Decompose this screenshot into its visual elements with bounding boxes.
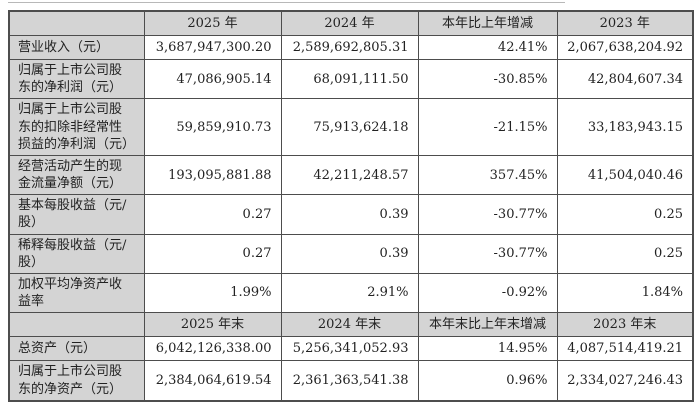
key-financials-table: 2025 年 2024 年 本年比上年增减 2023 年 营业收入（元） 3,6… <box>8 10 694 402</box>
row-label: 稀释每股收益（元/股） <box>8 233 145 274</box>
row-total-assets: 总资产（元） 6,042,126,338.00 5,256,341,052.93… <box>8 336 694 362</box>
row-label: 归属于上市公司股东的净资产（元） <box>8 360 145 402</box>
header-2025-end: 2025 年末 <box>143 312 282 338</box>
header-2024-end: 2024 年末 <box>280 312 419 338</box>
header-empty-cell <box>8 10 145 37</box>
value-change: -30.77% <box>417 233 558 274</box>
value-change: -0.92% <box>417 272 558 314</box>
row-basic-eps: 基本每股收益（元/股） 0.27 0.39 -30.77% 0.25 <box>8 194 694 235</box>
value-2023: 42,804,607.34 <box>556 59 694 100</box>
value-2023: 0.25 <box>556 194 694 235</box>
header-yoy-end-change: 本年末比上年末增减 <box>417 312 558 338</box>
value-2024: 5,256,341,052.93 <box>280 336 419 362</box>
value-2024: 2,589,692,805.31 <box>280 35 419 61</box>
row-net-profit-excl-nonrecurring: 归属于上市公司股东的扣除非经常性损益的净利润（元） 59,859,910.73 … <box>8 98 694 156</box>
value-2025: 47,086,905.14 <box>143 59 282 100</box>
row-label: 总资产（元） <box>8 336 145 362</box>
value-2023: 33,183,943.15 <box>556 98 694 156</box>
row-net-profit: 归属于上市公司股东的净利润（元） 47,086,905.14 68,091,11… <box>8 59 694 100</box>
row-label: 归属于上市公司股东的扣除非经常性损益的净利润（元） <box>8 98 145 156</box>
top-cut-divider <box>8 2 565 3</box>
header-2024: 2024 年 <box>280 10 419 37</box>
value-change: -30.85% <box>417 59 558 100</box>
value-2023: 2,334,027,246.43 <box>556 360 694 402</box>
value-change: 357.45% <box>417 154 558 196</box>
value-2025: 0.27 <box>143 233 282 274</box>
header-row-year: 2025 年 2024 年 本年比上年增减 2023 年 <box>8 10 694 37</box>
value-2025: 193,095,881.88 <box>143 154 282 196</box>
value-2023: 1.84% <box>556 272 694 314</box>
header-empty-cell <box>8 312 145 338</box>
value-change: -30.77% <box>417 194 558 235</box>
value-2023: 2,067,638,204.92 <box>556 35 694 61</box>
row-weighted-avg-roe: 加权平均净资产收益率 1.99% 2.91% -0.92% 1.84% <box>8 272 694 314</box>
value-2025: 0.27 <box>143 194 282 235</box>
value-change: -21.15% <box>417 98 558 156</box>
value-2023: 41,504,040.46 <box>556 154 694 196</box>
header-row-year-end: 2025 年末 2024 年末 本年末比上年末增减 2023 年末 <box>8 312 694 338</box>
row-operating-cash-flow: 经营活动产生的现金流量净额（元） 193,095,881.88 42,211,2… <box>8 154 694 196</box>
header-yoy-change: 本年比上年增减 <box>417 10 558 37</box>
row-label: 基本每股收益（元/股） <box>8 194 145 235</box>
value-2024: 2.91% <box>280 272 419 314</box>
header-2023: 2023 年 <box>556 10 694 37</box>
row-label: 经营活动产生的现金流量净额（元） <box>8 154 145 196</box>
value-change: 0.96% <box>417 360 558 402</box>
row-net-assets: 归属于上市公司股东的净资产（元） 2,384,064,619.54 2,361,… <box>8 360 694 402</box>
value-2024: 68,091,111.50 <box>280 59 419 100</box>
row-label: 归属于上市公司股东的净利润（元） <box>8 59 145 100</box>
header-2023-end: 2023 年末 <box>556 312 694 338</box>
value-change: 42.41% <box>417 35 558 61</box>
value-2025: 59,859,910.73 <box>143 98 282 156</box>
value-2025: 3,687,947,300.20 <box>143 35 282 61</box>
row-revenue: 营业收入（元） 3,687,947,300.20 2,589,692,805.3… <box>8 35 694 61</box>
value-change: 14.95% <box>417 336 558 362</box>
value-2024: 75,913,624.18 <box>280 98 419 156</box>
header-2025: 2025 年 <box>143 10 282 37</box>
row-diluted-eps: 稀释每股收益（元/股） 0.27 0.39 -30.77% 0.25 <box>8 233 694 274</box>
row-label: 加权平均净资产收益率 <box>8 272 145 314</box>
value-2024: 2,361,363,541.38 <box>280 360 419 402</box>
value-2025: 1.99% <box>143 272 282 314</box>
value-2024: 0.39 <box>280 194 419 235</box>
value-2025: 6,042,126,338.00 <box>143 336 282 362</box>
value-2024: 0.39 <box>280 233 419 274</box>
value-2023: 0.25 <box>556 233 694 274</box>
row-label: 营业收入（元） <box>8 35 145 61</box>
value-2025: 2,384,064,619.54 <box>143 360 282 402</box>
value-2023: 4,087,514,419.21 <box>556 336 694 362</box>
value-2024: 42,211,248.57 <box>280 154 419 196</box>
